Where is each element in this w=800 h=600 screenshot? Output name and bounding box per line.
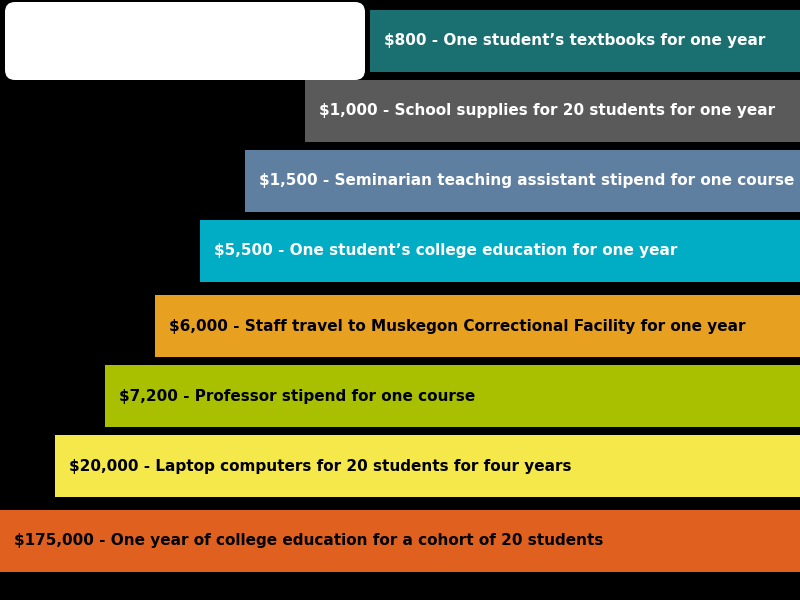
Bar	[245, 150, 800, 212]
Bar	[370, 10, 800, 72]
Text: $1,000 - School supplies for 20 students for one year: $1,000 - School supplies for 20 students…	[319, 103, 775, 118]
Bar	[305, 80, 800, 142]
Text: $7,200 - Professor stipend for one course: $7,200 - Professor stipend for one cours…	[119, 389, 475, 403]
Bar	[105, 365, 800, 427]
Text: $800 - One student’s textbooks for one year: $800 - One student’s textbooks for one y…	[384, 34, 766, 49]
FancyBboxPatch shape	[5, 2, 365, 80]
Bar	[55, 435, 800, 497]
Bar	[200, 220, 800, 282]
Text: $20,000 - Laptop computers for 20 students for four years: $20,000 - Laptop computers for 20 studen…	[69, 458, 571, 473]
Text: $5,500 - One student’s college education for one year: $5,500 - One student’s college education…	[214, 244, 678, 259]
Text: $1,500 - Seminarian teaching assistant stipend for one course: $1,500 - Seminarian teaching assistant s…	[259, 173, 794, 188]
Text: $6,000 - Staff travel to Muskegon Correctional Facility for one year: $6,000 - Staff travel to Muskegon Correc…	[169, 319, 746, 334]
Bar	[155, 295, 800, 357]
Text: $175,000 - One year of college education for a cohort of 20 students: $175,000 - One year of college education…	[14, 533, 603, 548]
Bar	[0, 510, 800, 572]
